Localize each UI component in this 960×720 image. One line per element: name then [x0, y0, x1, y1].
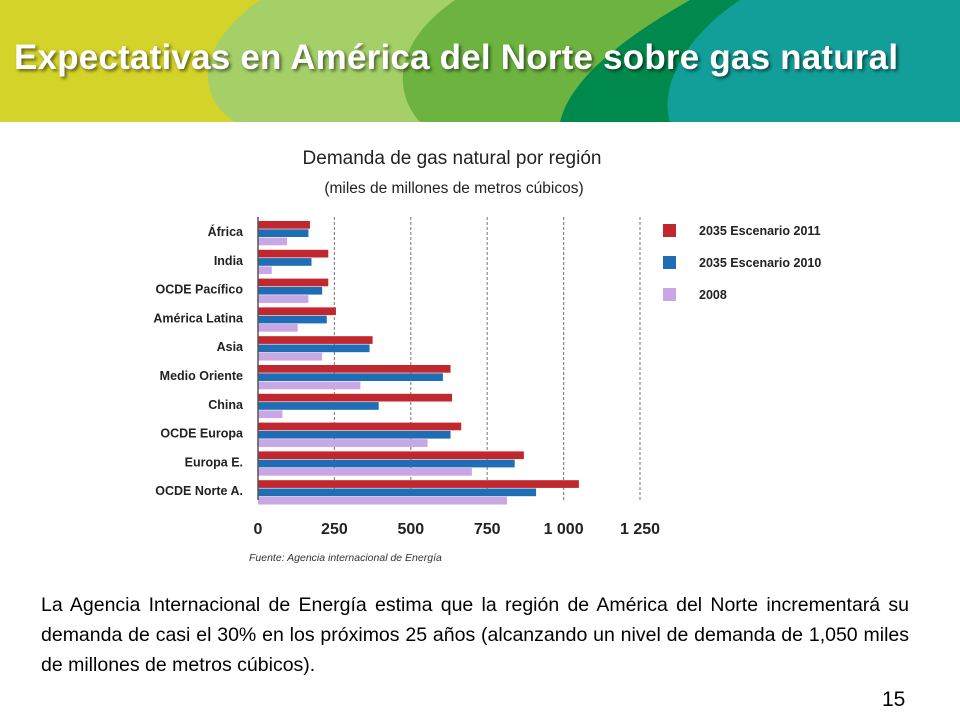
- x-tick-label: 1 250: [620, 521, 660, 538]
- category-label: OCDE Pacífico: [155, 283, 243, 297]
- category-label: Asia: [217, 340, 244, 354]
- legend-swatch: [663, 288, 676, 301]
- bar: [258, 373, 443, 381]
- bar: [258, 278, 329, 287]
- category-label: OCDE Europa: [160, 427, 244, 441]
- bar: [258, 381, 361, 390]
- x-axis-tick-labels: 0 250 500 750 1 000 1 250: [254, 521, 661, 538]
- gas-demand-chart: Demanda de gas natural por región (miles…: [153, 148, 821, 564]
- chart-subtitle: (miles de millones de metros cúbicos): [324, 180, 583, 197]
- bar: [258, 393, 453, 402]
- chart-legend: 2035 Escenario 2011 2035 Escenario 2010 20…: [663, 224, 821, 302]
- bar: [258, 496, 508, 505]
- title-banner: Expectativas en América del Norte sobre …: [0, 0, 960, 122]
- category-label: África: [208, 224, 244, 239]
- legend-swatch: [663, 224, 676, 237]
- bar: [258, 266, 272, 275]
- page-number: 15: [882, 688, 906, 711]
- bar: [258, 422, 462, 431]
- bar: [258, 480, 579, 488]
- bar: [258, 344, 370, 353]
- category-label: OCDE Norte A.: [155, 484, 243, 498]
- bar: [258, 410, 283, 419]
- bar: [258, 402, 379, 410]
- category-label: India: [214, 254, 244, 268]
- category-label: Europa E.: [185, 455, 243, 469]
- chart-title: Demanda de gas natural por región: [303, 148, 602, 169]
- bar: [258, 451, 524, 460]
- bar: [258, 286, 323, 295]
- bar: [258, 439, 428, 447]
- bar: [258, 237, 288, 246]
- bar: [258, 336, 373, 344]
- chart-source-note: Fuente: Agencia internacional de Energía: [249, 552, 442, 564]
- category-label: América Latina: [153, 311, 244, 325]
- category-label: China: [208, 398, 244, 412]
- bar: [258, 221, 310, 229]
- legend-label: 2035 Escenario 2010: [699, 256, 821, 270]
- legend-label: 2035 Escenario 2011: [699, 224, 821, 238]
- x-tick-label: 750: [474, 521, 501, 538]
- body-paragraph: La Agencia Internacional de Energía esti…: [41, 594, 909, 676]
- bar: [258, 430, 451, 439]
- bar: [258, 365, 451, 373]
- legend-swatch: [663, 256, 676, 269]
- category-labels: África India OCDE Pacífico América Latina As…: [153, 224, 244, 498]
- bar: [258, 249, 329, 258]
- bar: [258, 295, 309, 303]
- bar: [258, 468, 472, 476]
- bar: [258, 488, 537, 497]
- bar: [258, 315, 327, 324]
- bar: [258, 459, 515, 468]
- legend-label: 2008: [699, 288, 727, 302]
- bar: [258, 324, 298, 332]
- bar: [258, 229, 309, 237]
- x-tick-label: 1 000: [544, 521, 584, 538]
- x-tick-label: 0: [254, 521, 263, 538]
- bar: [258, 258, 312, 266]
- category-label: Medio Oriente: [160, 369, 243, 383]
- banner-teal-band: [667, 0, 960, 122]
- x-tick-label: 500: [397, 521, 424, 538]
- x-tick-label: 250: [321, 521, 348, 538]
- bar: [258, 307, 336, 316]
- slide-title: Expectativas en América del Norte sobre …: [14, 38, 899, 77]
- banner-background: [0, 0, 960, 122]
- chart-bars: [258, 221, 579, 505]
- bar: [258, 352, 323, 361]
